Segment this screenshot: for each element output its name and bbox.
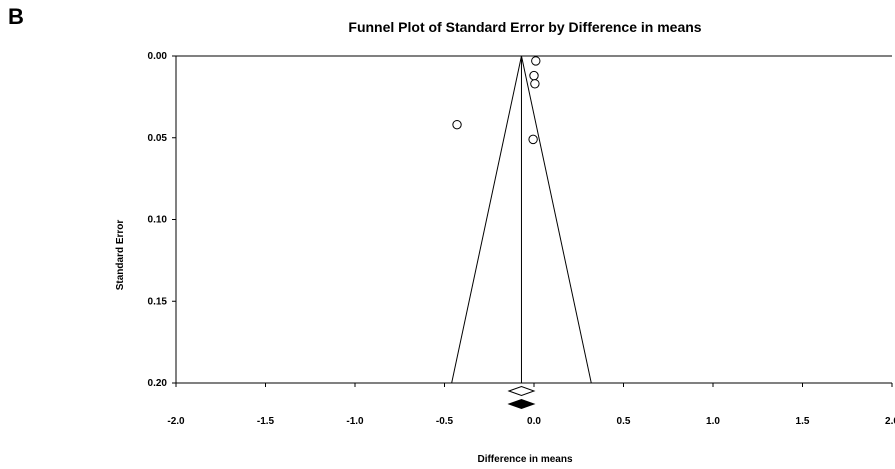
x-tick-label: 0.0 bbox=[527, 416, 541, 427]
x-tick-label: -0.5 bbox=[436, 416, 454, 427]
summary-diamond-imputed bbox=[507, 398, 536, 410]
y-tick-label: 0.05 bbox=[148, 133, 168, 144]
funnel-right-edge bbox=[520, 55, 592, 384]
y-tick-label: 0.00 bbox=[148, 51, 168, 62]
y-tick-label: 0.20 bbox=[148, 378, 168, 389]
x-tick-label: -2.0 bbox=[167, 416, 185, 427]
x-tick-label: -1.5 bbox=[257, 416, 275, 427]
y-axis-label: Standard Error bbox=[115, 220, 126, 291]
y-tick-label: 0.15 bbox=[148, 296, 168, 307]
funnel-left-edge bbox=[451, 55, 522, 384]
summary-diamond-observed bbox=[507, 385, 536, 397]
x-tick-label: 1.0 bbox=[706, 416, 720, 427]
study-point bbox=[531, 56, 541, 66]
x-axis-label: Difference in means bbox=[477, 454, 572, 465]
x-tick-label: 0.5 bbox=[617, 416, 631, 427]
study-point bbox=[452, 119, 462, 130]
study-point bbox=[529, 70, 539, 81]
x-tick-label: 1.5 bbox=[796, 416, 810, 427]
panel-label: B bbox=[8, 4, 24, 29]
chart-title: Funnel Plot of Standard Error by Differe… bbox=[348, 19, 701, 35]
x-tick-label: -1.0 bbox=[346, 416, 364, 427]
study-point bbox=[528, 134, 538, 145]
x-tick-label: 2.0 bbox=[885, 416, 895, 427]
y-tick-label: 0.10 bbox=[148, 215, 168, 226]
study-point bbox=[530, 79, 540, 89]
